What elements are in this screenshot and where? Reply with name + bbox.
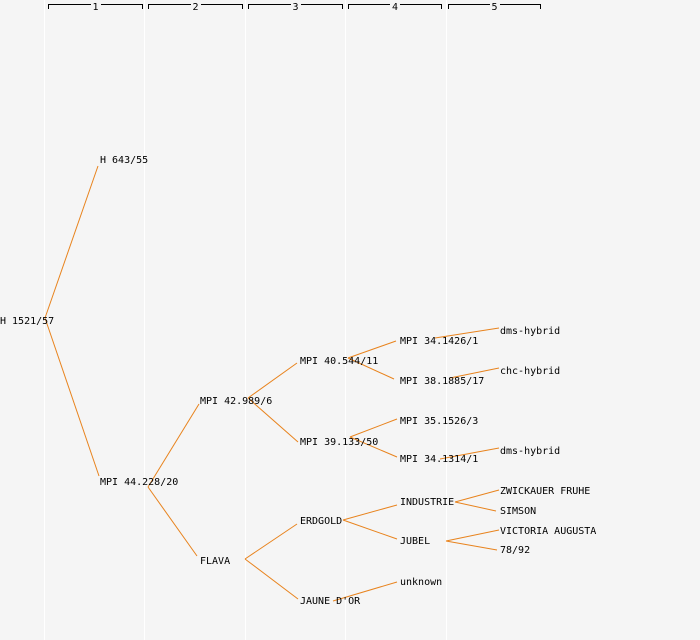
pedigree-node-mpi39[interactable]: MPI 39.133/50 (300, 437, 379, 448)
branch-mpi381885-to-chc-hybrid (449, 367, 500, 379)
pedigree-node-mpi381885[interactable]: MPI 38.1885/17 (400, 376, 485, 387)
pedigree-node-jaune-dor[interactable]: JAUNE D'OR (300, 596, 361, 607)
generation-bracket-3: 3 (248, 2, 343, 13)
generation-gridline-4 (345, 0, 346, 640)
pedigree-node-78-92[interactable]: 78/92 (500, 545, 531, 556)
branch-erdgold-to-jubel (342, 519, 398, 540)
branch-mpi39-to-mpi341314 (349, 436, 398, 458)
pedigree-node-industrie[interactable]: INDUSTRIE (400, 497, 455, 508)
branch-flava-to-jaune-dor (244, 558, 299, 600)
pedigree-node-flava[interactable]: FLAVA (200, 556, 231, 567)
pedigree-node-mpi341314[interactable]: MPI 34.1314/1 (400, 454, 479, 465)
generation-number-3: 3 (290, 2, 301, 13)
pedigree-node-h1521[interactable]: H 1521/57 (0, 316, 55, 327)
branch-mpi44-to-mpi42 (147, 403, 200, 488)
generation-gridline-1 (44, 0, 45, 640)
pedigree-node-dms-hybrid-1[interactable]: dms-hybrid (500, 326, 561, 337)
branch-h1521-to-mpi44 (44, 317, 100, 477)
generation-number-5: 5 (489, 2, 500, 13)
pedigree-node-mpi40[interactable]: MPI 40.544/11 (300, 356, 379, 367)
branch-mpi40-to-mpi341426 (347, 340, 397, 359)
branch-mpi42-to-mpi39 (247, 397, 299, 443)
branch-erdgold-to-industrie (342, 504, 398, 521)
generation-number-2: 2 (190, 2, 201, 13)
pedigree-node-mpi341426[interactable]: MPI 34.1426/1 (400, 336, 479, 347)
generation-number-1: 1 (90, 2, 101, 13)
generation-bracket-4: 4 (348, 2, 442, 13)
pedigree-node-dms-hybrid-2[interactable]: dms-hybrid (500, 446, 561, 457)
branch-industrie-to-simson (454, 501, 497, 512)
generation-gridline-3 (245, 0, 246, 640)
pedigree-node-jubel[interactable]: JUBEL (400, 536, 431, 547)
pedigree-node-mpi351526[interactable]: MPI 35.1526/3 (400, 416, 479, 427)
branch-mpi42-to-mpi40 (247, 362, 298, 399)
branch-h1521-to-h643 (44, 165, 99, 319)
branch-mpi44-to-flava (147, 486, 198, 557)
pedigree-node-unknown[interactable]: unknown (400, 577, 443, 588)
generation-bracket-2: 2 (148, 2, 243, 13)
branch-mpi39-to-mpi351526 (349, 418, 398, 438)
generation-number-4: 4 (389, 2, 401, 13)
generation-bracket-5: 5 (448, 2, 541, 13)
branch-jaune-dor-to-unknown (332, 581, 398, 602)
pedigree-node-h643[interactable]: H 643/55 (100, 155, 149, 166)
generation-bracket-1: 1 (48, 2, 143, 13)
branch-mpi341426-to-dms-hybrid-1 (434, 327, 500, 339)
branch-flava-to-erdgold (244, 523, 298, 560)
branch-mpi40-to-mpi381885 (347, 357, 395, 380)
pedigree-node-victoria-augusta[interactable]: VICTORIA AUGUSTA (500, 526, 597, 537)
pedigree-node-chc-hybrid[interactable]: chc-hybrid (500, 366, 561, 377)
pedigree-node-simson[interactable]: SIMSON (500, 506, 537, 517)
pedigree-node-zwickauer-fruhe[interactable]: ZWICKAUER FRUHE (500, 486, 591, 497)
branch-industrie-to-zwickauer-fruhe (454, 489, 500, 503)
branch-mpi341314-to-dms-hybrid-2 (439, 447, 500, 460)
pedigree-node-mpi42[interactable]: MPI 42.989/6 (200, 396, 273, 407)
generation-gridline-2 (144, 0, 145, 640)
pedigree-node-erdgold[interactable]: ERDGOLD (300, 516, 343, 527)
branch-jubel-to-victoria-augusta (445, 529, 500, 542)
generation-gridline-5 (446, 0, 447, 640)
pedigree-node-mpi44[interactable]: MPI 44.228/20 (100, 477, 179, 488)
branch-jubel-to-78-92 (445, 540, 498, 551)
